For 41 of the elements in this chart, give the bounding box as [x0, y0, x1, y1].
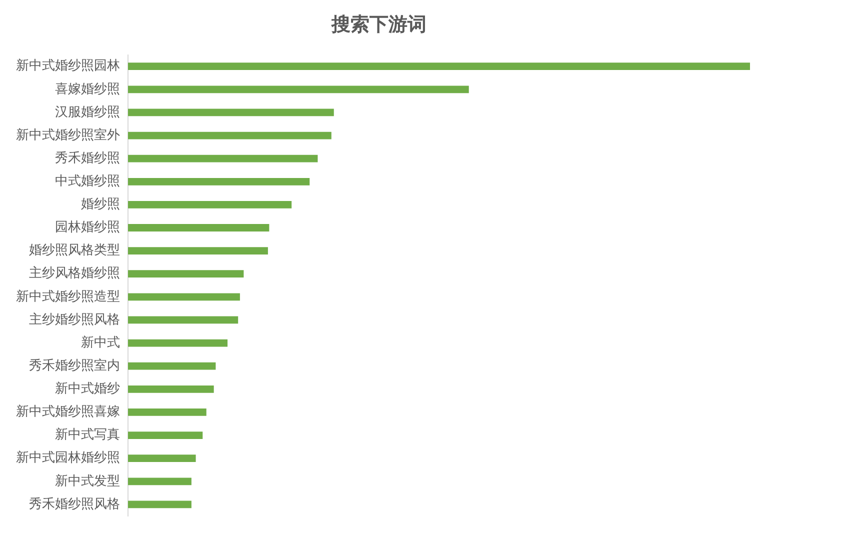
bar [128, 454, 196, 462]
y-tick-label: 中式婚纱照 [55, 174, 120, 190]
bar [128, 500, 192, 508]
y-tick-label: 新中式婚纱照园林 [16, 58, 120, 74]
bar [128, 362, 216, 370]
bar [128, 178, 310, 186]
y-tick-label: 新中式婚纱照造型 [16, 289, 120, 304]
y-tick-label: 新中式发型 [55, 474, 120, 489]
y-tick-label: 新中式园林婚纱照 [16, 450, 120, 466]
bar [128, 478, 192, 486]
bar [128, 154, 318, 162]
bar [128, 385, 214, 393]
y-tick-label: 主纱风格婚纱照 [29, 265, 120, 282]
y-tick-label: 喜嫁婚纱照 [55, 82, 120, 97]
bar [128, 270, 244, 278]
bar [128, 316, 238, 324]
y-tick-label: 婚纱照风格类型 [29, 243, 120, 258]
y-tick-label: 秀禾婚纱照风格 [29, 496, 120, 512]
y-tick-label: 新中式婚纱照喜嫁 [16, 404, 120, 420]
y-tick-label: 新中式 [81, 335, 120, 350]
bar [128, 408, 206, 416]
bar [128, 432, 203, 439]
y-tick-label: 新中式婚纱照室外 [16, 126, 120, 143]
y-tick-label: 汉服婚纱照 [55, 104, 120, 120]
y-tick-label: 婚纱照 [81, 197, 120, 212]
y-tick-label: 秀禾婚纱照室内 [29, 357, 120, 374]
chart-title: 搜索下游词 [330, 13, 426, 36]
bar [128, 86, 469, 94]
bar [128, 224, 270, 232]
bar [128, 339, 228, 347]
bar [128, 201, 292, 208]
y-tick-label: 主纱婚纱照风格 [29, 311, 120, 328]
bar [128, 293, 240, 301]
bar [128, 108, 334, 116]
y-tick-label: 新中式婚纱 [55, 382, 120, 397]
bar [128, 132, 332, 140]
bar [128, 62, 750, 70]
bar [128, 247, 268, 254]
y-tick-label: 新中式写真 [55, 428, 120, 443]
y-tick-label: 园林婚纱照 [55, 220, 120, 236]
y-tick-label: 秀禾婚纱照 [55, 150, 120, 166]
